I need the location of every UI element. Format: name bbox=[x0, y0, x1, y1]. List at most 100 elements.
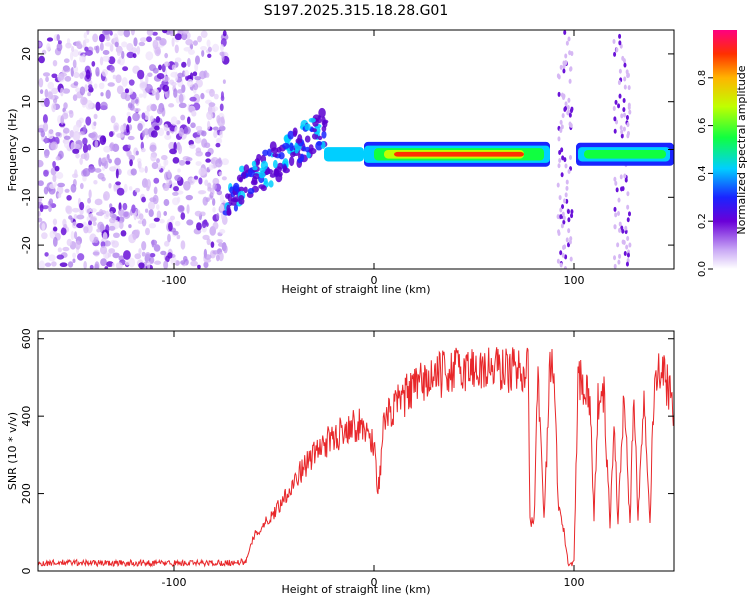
spectrogram-band bbox=[324, 147, 364, 162]
spectrogram-cell bbox=[99, 135, 107, 146]
spectrogram-cell bbox=[209, 187, 215, 196]
spectrogram-cell bbox=[138, 93, 144, 98]
spectrogram-cell bbox=[48, 204, 52, 213]
spectrogram-cell bbox=[222, 30, 227, 37]
spectrogram-cell bbox=[262, 149, 269, 156]
spectrogram-cell bbox=[212, 126, 219, 131]
spectrogram-cell bbox=[612, 38, 616, 44]
spectrogram-cell bbox=[137, 161, 142, 169]
colorbar-tick-label: 0.2 bbox=[697, 213, 708, 229]
spectrogram-cell bbox=[267, 168, 274, 175]
spectrogram-cell bbox=[321, 125, 327, 132]
spectrogram-cell bbox=[559, 214, 563, 220]
spectrogram-cell bbox=[105, 210, 110, 218]
spectrogram-cell bbox=[66, 238, 72, 246]
spectrogram-cell bbox=[109, 217, 116, 224]
spectrogram-cell bbox=[97, 172, 105, 180]
spectrogram-cell bbox=[180, 240, 186, 250]
spectrogram-cell bbox=[46, 43, 51, 51]
spectrogram-cell bbox=[44, 135, 48, 144]
spectrogram-cell bbox=[165, 92, 169, 99]
spectrogram-cell bbox=[559, 64, 563, 70]
spectrogram-cell bbox=[123, 30, 131, 38]
spectrogram-cell bbox=[60, 227, 67, 236]
spectrogram-cell bbox=[60, 87, 64, 97]
snr-axes: -100 0 100 0 200 400 600 bbox=[20, 328, 674, 589]
spectrogram-cell bbox=[287, 130, 294, 140]
spectrogram-cell bbox=[618, 227, 622, 233]
spectrogram-cell bbox=[617, 210, 621, 216]
spectrogram-cell bbox=[39, 204, 44, 213]
spectrogram-cell bbox=[209, 88, 215, 97]
spectrogram-cell bbox=[141, 251, 146, 257]
spectrogram-cell bbox=[63, 135, 71, 140]
spectrogram-cell bbox=[86, 30, 90, 36]
snr-ytick-label: 0 bbox=[20, 568, 33, 575]
spectrogram-cell bbox=[144, 208, 149, 213]
spectrogram-cell bbox=[163, 123, 169, 132]
spectrogram-cell bbox=[145, 74, 149, 85]
spectrogram-cell bbox=[132, 107, 141, 112]
spectrogram-cell bbox=[225, 193, 230, 199]
spectrogram-cell bbox=[622, 97, 626, 103]
spectrogram-cell bbox=[193, 83, 199, 91]
spectrogram-cell bbox=[63, 140, 71, 149]
spectrogram-cell bbox=[57, 182, 66, 188]
spectrogram-cell bbox=[567, 97, 571, 103]
spectrogram-cell bbox=[233, 204, 239, 212]
spectrogram-cell bbox=[564, 106, 568, 112]
spectrogram-cell bbox=[88, 84, 93, 90]
spectrogram-cell bbox=[213, 130, 218, 139]
spectrogram-cell bbox=[123, 183, 128, 193]
spectrogram-cell bbox=[79, 157, 83, 165]
spectrogram-cell bbox=[566, 105, 570, 111]
spectrogram-cell bbox=[201, 138, 208, 148]
spectrogram-cell bbox=[115, 74, 122, 84]
spectrogram-cell bbox=[164, 159, 169, 166]
spectrogram-cell bbox=[160, 155, 168, 161]
spectrogram-cell bbox=[203, 261, 209, 269]
spectrogram-cell bbox=[626, 235, 630, 241]
spectrogram-cell bbox=[91, 61, 96, 67]
spectrogram-cell bbox=[238, 186, 245, 192]
spectrogram-cell bbox=[80, 153, 88, 160]
spectrogram-cell bbox=[622, 126, 626, 132]
spectrogram-cell bbox=[567, 169, 571, 175]
spectrogram-cell bbox=[95, 101, 101, 111]
spectrogram-cell bbox=[613, 206, 617, 212]
spectrogram-cell bbox=[172, 157, 180, 164]
spectrogram-cell bbox=[104, 266, 109, 269]
spectrogram-cell bbox=[269, 141, 277, 151]
spectrogram-cell bbox=[139, 80, 147, 90]
spectrogram-cell bbox=[111, 262, 115, 268]
spectrogram-cell bbox=[156, 158, 160, 164]
spectrogram-cell bbox=[177, 168, 181, 173]
spectrogram-cell bbox=[110, 115, 116, 124]
spectrogram-cell bbox=[569, 256, 573, 262]
spectrogram-cell bbox=[89, 217, 97, 222]
snr-xtick-label: 100 bbox=[564, 576, 585, 589]
spectrogram-cell bbox=[613, 255, 617, 261]
spectrogram-ytick-label: -20 bbox=[20, 236, 33, 254]
spectrogram-cell bbox=[118, 202, 122, 212]
spectrogram-cell bbox=[557, 231, 561, 237]
spectrogram-band bbox=[394, 151, 524, 157]
spectrogram-cell bbox=[122, 66, 129, 72]
spectrogram-cell bbox=[566, 110, 570, 116]
spectrogram-cell bbox=[308, 147, 317, 155]
spectrogram-cell bbox=[97, 221, 104, 231]
spectrogram-cell bbox=[626, 217, 630, 223]
colorbar: 0.0 0.2 0.4 0.6 0.8 Normalized spectral ampl… bbox=[697, 30, 748, 277]
spectrogram-cell bbox=[613, 224, 617, 230]
spectrogram-cell bbox=[626, 252, 630, 258]
spectrogram-cell bbox=[103, 160, 109, 169]
spectrogram-cell bbox=[126, 43, 134, 52]
spectrogram-cell bbox=[177, 72, 184, 79]
spectrogram-cell bbox=[558, 150, 562, 156]
spectrogram-cell bbox=[126, 124, 130, 133]
spectrogram-cell bbox=[613, 51, 617, 57]
spectrogram-cell bbox=[94, 198, 103, 206]
spectrogram-cell bbox=[560, 92, 564, 98]
spectrogram-cell bbox=[174, 174, 182, 182]
